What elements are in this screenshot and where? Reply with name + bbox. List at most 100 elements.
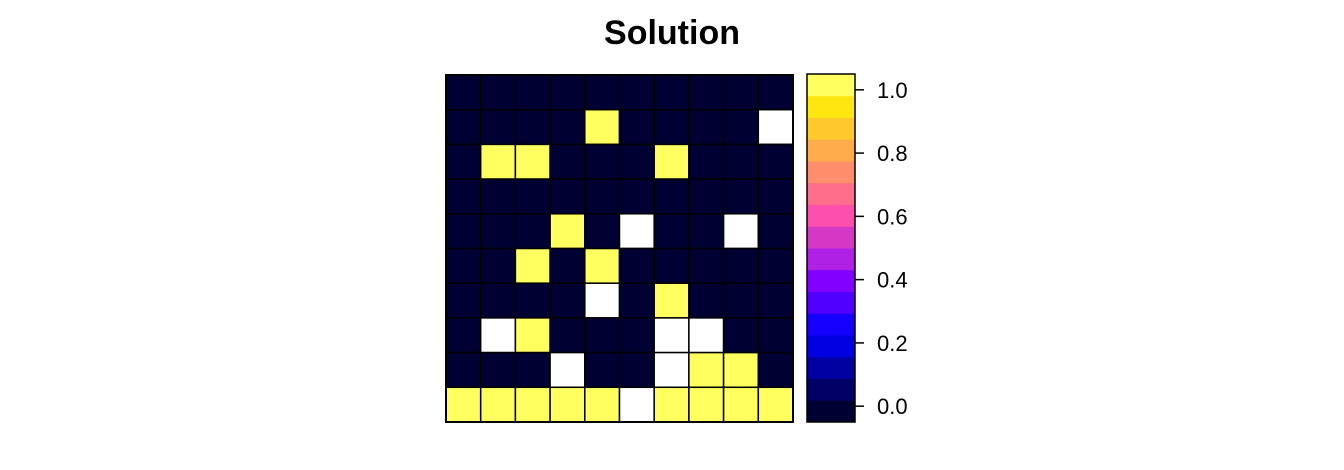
heatmap-cell [584,247,621,284]
heatmap-cell [757,386,794,423]
heatmap-cell [688,178,725,215]
color-legend [806,73,856,423]
heatmap-cell [618,247,655,284]
heatmap-cell [722,213,760,250]
heatmap-cell [584,317,621,354]
color-legend-swatch [807,291,855,314]
heatmap-cell [549,317,586,354]
heatmap-cell [479,317,517,354]
heatmap-cell [688,213,725,250]
heatmap-cell [618,74,655,111]
heatmap-cell [653,178,690,215]
heatmap-cell [514,282,551,319]
heatmap-cell [757,178,794,215]
color-legend-swatch [807,400,855,423]
heatmap-cell [688,74,725,111]
heatmap-cell [584,108,621,146]
heatmap-cell [722,386,760,423]
heatmap-cell [653,247,690,284]
heatmap-cell [757,213,794,250]
heatmap-cell [549,351,586,389]
heatmap-cell [479,247,517,284]
heatmap-cell [445,108,482,146]
heatmap-cell [618,108,655,146]
color-legend-tick-label: 0.4 [877,268,908,293]
heatmap-cell [653,213,690,250]
color-legend-tick-label: 0.8 [877,141,908,166]
heatmap-cell [653,282,690,319]
heatmap-cell [445,351,482,389]
heatmap-cell [722,247,760,284]
heatmap-cell [618,317,655,354]
heatmap-cell [618,213,655,250]
heatmap-cell [584,143,621,180]
color-legend-swatch [807,95,855,118]
color-legend-swatch [807,378,855,401]
heatmap-cell [479,74,517,111]
heatmap-cell [445,213,482,250]
heatmap-cell [584,213,621,250]
heatmap-cell [445,74,482,111]
color-legend-swatch [807,204,855,227]
color-legend-tick-label: 0.2 [877,331,908,356]
heatmap-cell [479,108,517,146]
heatmap-cell [584,74,621,111]
heatmap-cell [722,351,760,389]
color-legend-ticks: 0.0 0.2 0.4 0.6 0.8 1.0 [855,78,908,419]
heatmap-cell [514,74,551,111]
heatmap-cell [722,317,760,354]
heatmap-cell [479,143,517,180]
heatmap-cell [514,247,551,284]
heatmap-cell [722,108,760,146]
heatmap-cell [688,247,725,284]
color-legend-swatch [807,356,855,379]
heatmap-cell [584,386,621,423]
heatmap-cell [479,213,517,250]
heatmap-cell [479,282,517,319]
heatmap-cell [688,386,725,423]
heatmap-cell [549,247,586,284]
heatmap-cell [757,143,794,180]
heatmap-cell [479,386,517,423]
heatmap-cell [722,178,760,215]
heatmap-cell [618,351,655,389]
heatmap-cell [445,247,482,284]
heatmap-cell [549,143,586,180]
heatmap-cell [653,351,690,389]
heatmap-cell [445,282,482,319]
heatmap-cell [618,178,655,215]
color-legend-swatch [807,313,855,336]
heatmap-cell [514,143,551,180]
heatmap-cell [722,143,760,180]
heatmap-cell [549,386,586,423]
color-legend-swatch [807,269,855,292]
heatmap-cell [757,351,794,389]
heatmap-cell [653,386,690,423]
heatmap-cell [514,178,551,215]
color-legend-tick-label: 0.6 [877,204,908,229]
heatmap-cell [618,386,655,423]
heatmap-cell [549,213,586,250]
heatmap-cell [514,351,551,389]
heatmap-cell [514,386,551,423]
heatmap-cell [653,317,690,354]
color-legend-swatch [807,139,855,162]
heatmap-cell [549,108,586,146]
heatmap-cell [757,317,794,354]
heatmap-cell [653,143,690,180]
heatmap-cell [688,282,725,319]
color-legend-swatch [807,226,855,249]
heatmap-cell [653,108,690,146]
heatmap-cell [757,108,794,146]
heatmap-cell [757,74,794,111]
heatmap-cell [757,247,794,284]
heatmap-cell [445,317,482,354]
heatmap-cell [618,282,655,319]
heatmap-cell [549,178,586,215]
heatmap-grid [445,74,794,423]
heatmap-cell [722,282,760,319]
color-legend-border [806,73,856,423]
heatmap-cell [688,108,725,146]
heatmap-cell [722,74,760,111]
